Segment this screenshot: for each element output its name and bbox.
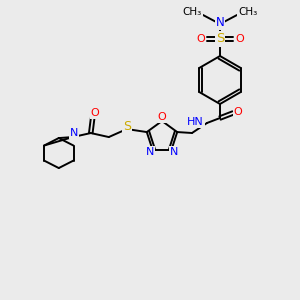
Text: O: O (234, 107, 242, 117)
Text: CH₃: CH₃ (238, 7, 257, 17)
Text: N: N (170, 147, 178, 157)
Text: N: N (70, 128, 78, 138)
Text: N: N (146, 147, 154, 157)
Text: O: O (235, 34, 244, 44)
Text: HN: HN (187, 117, 204, 127)
Text: CH₃: CH₃ (183, 7, 202, 17)
Text: N: N (216, 16, 224, 29)
Text: O: O (90, 108, 99, 118)
Text: S: S (123, 120, 131, 133)
Text: S: S (216, 32, 224, 46)
Text: O: O (196, 34, 205, 44)
Text: O: O (158, 112, 166, 122)
